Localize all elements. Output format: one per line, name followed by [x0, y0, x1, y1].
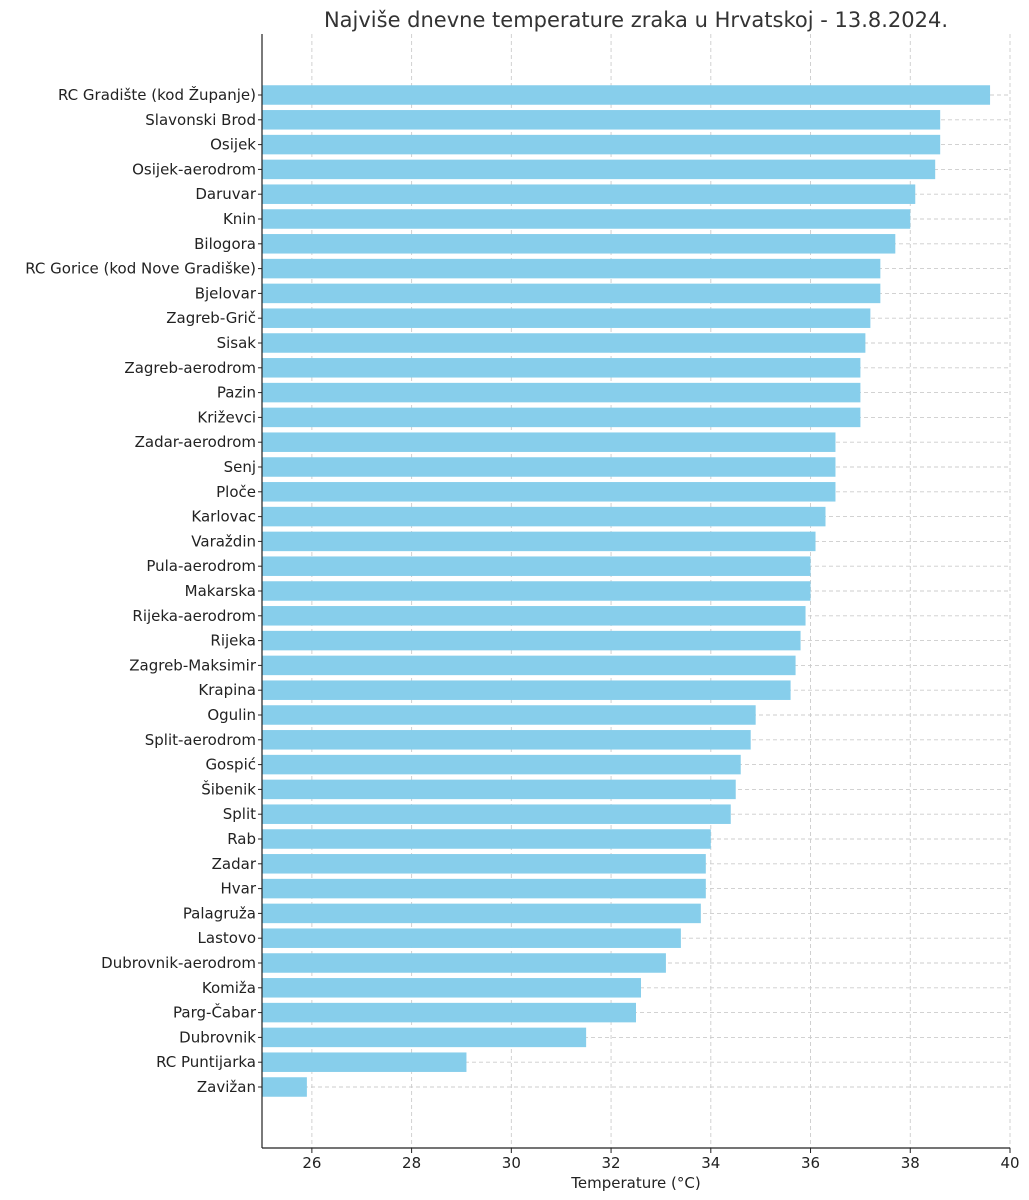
bar [262, 382, 861, 403]
category-label: Zadar [212, 855, 257, 873]
bars [262, 85, 991, 1097]
x-tick-label: 32 [602, 1154, 621, 1172]
category-label: Makarska [185, 582, 256, 600]
category-label: Rab [227, 830, 256, 848]
x-tick-label: 38 [901, 1154, 920, 1172]
bar [262, 184, 916, 204]
category-label: Pula-aerodrom [146, 557, 256, 575]
category-label: Zagreb-aerodrom [124, 359, 256, 377]
category-label: Parg-Čabar [173, 1003, 257, 1022]
category-label: RC Puntijarka [156, 1053, 256, 1071]
bar [262, 1077, 307, 1097]
category-label: RC Gradište (kod Županje) [58, 85, 256, 104]
category-label: Rijeka-aerodrom [132, 607, 256, 625]
category-label: Rijeka [210, 632, 256, 650]
category-label: Krapina [198, 681, 256, 699]
category-label: Zagreb-Maksimir [129, 656, 257, 674]
bar [262, 630, 801, 651]
bar [262, 110, 941, 130]
category-label: Bilogora [194, 235, 256, 253]
bar [262, 1002, 636, 1023]
bar [262, 531, 816, 552]
bar [262, 978, 641, 998]
x-tick-label: 40 [1000, 1154, 1019, 1172]
category-label: Knin [223, 210, 256, 228]
category-label: Pazin [217, 384, 256, 402]
category-label: Slavonski Brod [145, 111, 256, 129]
bar [262, 953, 666, 973]
bar [262, 134, 941, 155]
category-label: Ogulin [207, 706, 256, 724]
bar [262, 1052, 467, 1072]
category-label: Zadar-aerodrom [135, 433, 256, 451]
bar [262, 258, 881, 279]
category-label: Senj [224, 458, 256, 476]
bar [262, 730, 751, 750]
x-axis-label: Temperature (°C) [570, 1174, 700, 1192]
bar [262, 407, 861, 428]
chart-title: Najviše dnevne temperature zraka u Hrvat… [324, 8, 948, 32]
bar [262, 159, 936, 180]
bar [262, 705, 756, 725]
bar [262, 680, 791, 700]
category-label: Varaždin [191, 532, 256, 550]
x-tick-label: 30 [502, 1154, 521, 1172]
category-label: Osijek [210, 136, 256, 154]
category-label: Križevci [197, 408, 256, 426]
category-label: Zavižan [197, 1078, 256, 1096]
bar [262, 655, 796, 676]
category-label: Ploče [216, 483, 256, 501]
category-label: Sisak [217, 334, 257, 352]
category-label: RC Gorice (kod Nove Gradiške) [25, 260, 256, 278]
bar [262, 854, 706, 874]
bar [262, 804, 731, 824]
category-label: Zagreb-Grič [166, 309, 256, 327]
bar [262, 606, 806, 626]
bar [262, 358, 861, 378]
category-label: Šibenik [201, 779, 256, 798]
bar [262, 308, 871, 328]
category-label: Split [223, 805, 256, 823]
bar [262, 432, 836, 452]
category-label: Gospić [205, 756, 256, 774]
bar [262, 482, 836, 502]
bar [262, 333, 866, 353]
x-tick-label: 36 [801, 1154, 820, 1172]
bar [262, 209, 911, 229]
category-label: Lastovo [198, 929, 256, 947]
category-label: Daruvar [195, 185, 256, 203]
category-label: Hvar [220, 880, 256, 898]
bar [262, 581, 811, 601]
bar [262, 85, 991, 105]
category-label: Osijek-aerodrom [132, 160, 256, 178]
x-tick-label: 34 [701, 1154, 720, 1172]
bar [262, 283, 881, 304]
bar [262, 506, 826, 527]
category-label: Komiža [202, 979, 256, 997]
x-tick-label: 28 [402, 1154, 421, 1172]
category-labels: RC Gradište (kod Županje) Slavonski Brod O… [25, 85, 262, 1096]
bar [262, 878, 706, 899]
bar [262, 457, 836, 477]
category-label: Dubrovnik [179, 1028, 256, 1046]
bar [262, 928, 681, 948]
bar [262, 556, 811, 576]
category-label: Bjelovar [195, 284, 257, 302]
category-label: Dubrovnik-aerodrom [101, 954, 256, 972]
category-label: Palagruža [183, 904, 256, 922]
x-tick-label: 26 [302, 1154, 321, 1172]
bar [262, 234, 896, 254]
bar [262, 903, 701, 924]
bar [262, 754, 741, 775]
x-tick-labels: 26 28 30 32 34 36 38 40 [302, 1148, 1020, 1172]
bar [262, 779, 736, 800]
category-label: Karlovac [191, 508, 256, 526]
bar [262, 1027, 587, 1048]
category-label: Split-aerodrom [145, 731, 256, 749]
bar [262, 829, 711, 849]
